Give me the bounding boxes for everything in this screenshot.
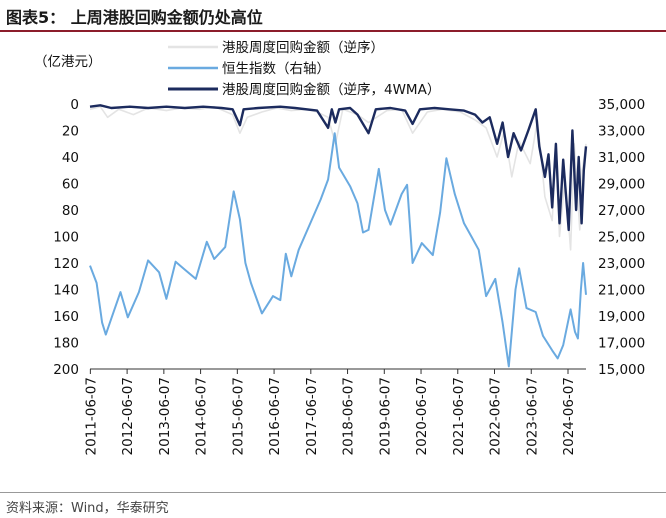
x-tick-label: 2011-06-07 xyxy=(83,377,99,455)
x-tick-label: 2014-06-07 xyxy=(194,377,210,455)
x-tick-label: 2020-06-07 xyxy=(414,377,430,455)
right-tick-label: 29,000 xyxy=(598,177,645,193)
title-divider xyxy=(0,30,666,32)
series-line-3 xyxy=(89,104,588,232)
legend-label-3: 港股周度回购金额（逆序，4WMA） xyxy=(222,82,440,98)
right-tick-label: 15,000 xyxy=(598,362,645,378)
left-tick-label: 60 xyxy=(62,177,79,193)
left-tick-label: 200 xyxy=(53,362,79,378)
left-tick-label: 180 xyxy=(53,336,79,352)
chart-title: 图表5： 上周港股回购金额仍处高位 xyxy=(6,8,263,27)
x-tick-label: 2017-06-07 xyxy=(304,377,320,455)
x-tick-label: 2013-06-07 xyxy=(157,377,173,455)
left-tick-label: 0 xyxy=(70,97,79,113)
left-tick-label: 20 xyxy=(62,124,79,140)
left-tick-label: 40 xyxy=(62,150,79,166)
legend-label-1: 港股周度回购金额（逆序） xyxy=(222,40,384,56)
x-tick-label: 2015-06-07 xyxy=(230,377,246,455)
right-tick-label: 33,000 xyxy=(598,124,645,140)
left-tick-label: 160 xyxy=(53,309,79,325)
series-line-2 xyxy=(89,132,587,368)
x-tick-label: 2021-06-07 xyxy=(451,377,467,455)
left-tick-label: 100 xyxy=(53,230,79,246)
x-tick-label: 2018-06-07 xyxy=(341,377,357,455)
right-tick-label: 23,000 xyxy=(598,256,645,272)
right-tick-label: 31,000 xyxy=(598,150,645,166)
right-tick-label: 17,000 xyxy=(598,336,645,352)
right-tick-label: 27,000 xyxy=(598,203,645,219)
x-tick-label: 2024-06-07 xyxy=(561,377,577,455)
x-tick-label: 2016-06-07 xyxy=(267,377,283,455)
left-tick-label: 120 xyxy=(53,256,79,272)
left-tick-label: 80 xyxy=(62,203,79,219)
right-tick-label: 19,000 xyxy=(598,309,645,325)
x-tick-label: 2019-06-07 xyxy=(377,377,393,455)
unit-label: （亿港元） xyxy=(34,54,102,70)
x-tick-label: 2023-06-07 xyxy=(524,377,540,455)
x-tick-label: 2012-06-07 xyxy=(120,377,136,455)
x-tick-label: 2022-06-07 xyxy=(488,377,504,455)
source-note: 资料来源：Wind，华泰研究 xyxy=(6,501,169,516)
series-line-1 xyxy=(89,105,587,251)
footer-divider xyxy=(0,492,666,493)
right-tick-label: 25,000 xyxy=(598,230,645,246)
right-tick-label: 21,000 xyxy=(598,283,645,299)
right-tick-label: 35,000 xyxy=(598,97,645,113)
left-tick-label: 140 xyxy=(53,283,79,299)
legend-label-2: 恒生指数（右轴） xyxy=(222,61,330,77)
chart-svg: 0 20 40 60 80 100 120 140 160 180 200 15,000 17,000 1… xyxy=(34,40,645,455)
